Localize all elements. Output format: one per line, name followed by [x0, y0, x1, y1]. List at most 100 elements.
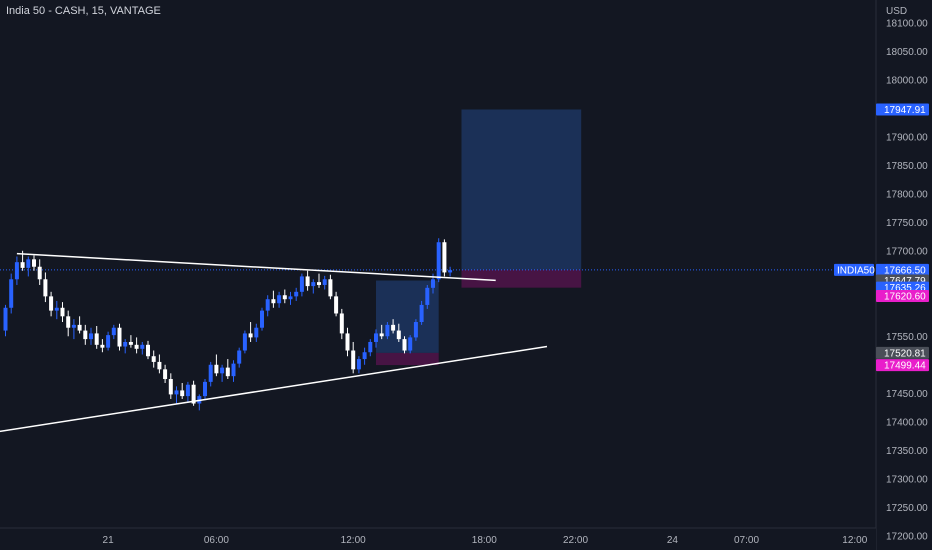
trendline[interactable]: [16, 252, 496, 282]
candle[interactable]: [203, 379, 207, 401]
candle[interactable]: [391, 319, 396, 334]
position-stop-zone[interactable]: [376, 352, 439, 366]
candle[interactable]: [214, 354, 219, 377]
candle[interactable]: [146, 340, 150, 360]
candle-body: [413, 322, 418, 338]
candle[interactable]: [317, 273, 321, 288]
candle[interactable]: [123, 339, 128, 354]
candle[interactable]: [368, 339, 373, 357]
candle[interactable]: [374, 329, 378, 348]
candle-body: [374, 333, 378, 342]
candle-body: [294, 291, 299, 297]
candle[interactable]: [71, 319, 76, 340]
candle[interactable]: [9, 273, 14, 314]
candle-body: [54, 307, 59, 311]
y-tick-label: 17450.00: [886, 389, 928, 400]
position-stop-zone[interactable]: [461, 269, 582, 288]
candle[interactable]: [328, 274, 333, 300]
candle[interactable]: [157, 354, 162, 374]
candle[interactable]: [231, 360, 236, 382]
candle[interactable]: [248, 322, 253, 342]
candle[interactable]: [442, 239, 447, 277]
candle[interactable]: [448, 266, 453, 277]
candle[interactable]: [254, 323, 259, 342]
candle[interactable]: [345, 327, 350, 357]
candle[interactable]: [26, 256, 31, 277]
candle[interactable]: [174, 386, 179, 404]
candle[interactable]: [220, 364, 225, 382]
candle[interactable]: [311, 279, 316, 294]
candle-body: [237, 350, 242, 364]
candle[interactable]: [260, 307, 264, 331]
candle[interactable]: [379, 324, 384, 340]
time-axis[interactable]: [0, 528, 876, 550]
candle-body: [448, 270, 453, 273]
candle[interactable]: [66, 310, 71, 337]
candle-body: [419, 304, 424, 323]
candle[interactable]: [60, 302, 65, 323]
candle[interactable]: [396, 323, 401, 342]
candle[interactable]: [134, 337, 139, 354]
candle[interactable]: [356, 356, 361, 374]
candle[interactable]: [294, 287, 299, 301]
candle[interactable]: [106, 331, 111, 351]
candle[interactable]: [77, 316, 82, 334]
candle[interactable]: [351, 341, 356, 374]
candle-body: [408, 337, 413, 351]
price-label-text: 17635.26: [884, 283, 926, 294]
candle[interactable]: [37, 259, 42, 285]
candle[interactable]: [100, 339, 105, 353]
candle[interactable]: [334, 291, 339, 317]
price-label-box: [876, 346, 929, 359]
candle[interactable]: [277, 291, 282, 308]
candle[interactable]: [180, 383, 185, 399]
candle[interactable]: [339, 308, 344, 340]
candle[interactable]: [419, 300, 424, 325]
candle[interactable]: [94, 326, 99, 349]
candle[interactable]: [168, 373, 173, 399]
candle[interactable]: [299, 273, 304, 297]
x-tick-label: 12:00: [842, 535, 867, 546]
candle[interactable]: [362, 347, 367, 365]
candle[interactable]: [436, 238, 441, 283]
candle-body: [32, 259, 36, 267]
candle[interactable]: [282, 289, 287, 304]
candle[interactable]: [305, 270, 310, 291]
candle[interactable]: [54, 300, 59, 320]
candle[interactable]: [408, 335, 413, 354]
candle[interactable]: [43, 272, 48, 303]
candle[interactable]: [322, 275, 327, 290]
candle[interactable]: [151, 350, 156, 368]
candle[interactable]: [49, 291, 54, 317]
candle-body: [49, 296, 54, 311]
candle[interactable]: [208, 361, 213, 387]
candle[interactable]: [288, 291, 293, 305]
candle[interactable]: [242, 330, 247, 354]
candle[interactable]: [185, 381, 190, 402]
candle[interactable]: [89, 327, 93, 345]
candle[interactable]: [237, 347, 242, 368]
candle[interactable]: [3, 304, 8, 337]
candle-body: [271, 299, 276, 304]
candle[interactable]: [14, 256, 19, 285]
candle[interactable]: [163, 364, 168, 384]
candle[interactable]: [425, 284, 430, 309]
candle[interactable]: [32, 255, 36, 271]
plot-area[interactable]: [0, 0, 876, 528]
candle[interactable]: [225, 359, 230, 380]
candle[interactable]: [83, 324, 88, 345]
candle-body: [260, 310, 264, 328]
candle[interactable]: [265, 295, 270, 317]
candle[interactable]: [271, 290, 276, 308]
position-target-zone[interactable]: [461, 109, 582, 270]
candle[interactable]: [402, 336, 407, 354]
trendline[interactable]: [0, 345, 548, 434]
candle[interactable]: [140, 341, 145, 355]
candle[interactable]: [117, 323, 122, 351]
candle[interactable]: [413, 319, 418, 341]
candle[interactable]: [128, 335, 133, 348]
candle[interactable]: [111, 324, 116, 340]
candle[interactable]: [385, 322, 390, 340]
candle-body: [168, 379, 173, 395]
